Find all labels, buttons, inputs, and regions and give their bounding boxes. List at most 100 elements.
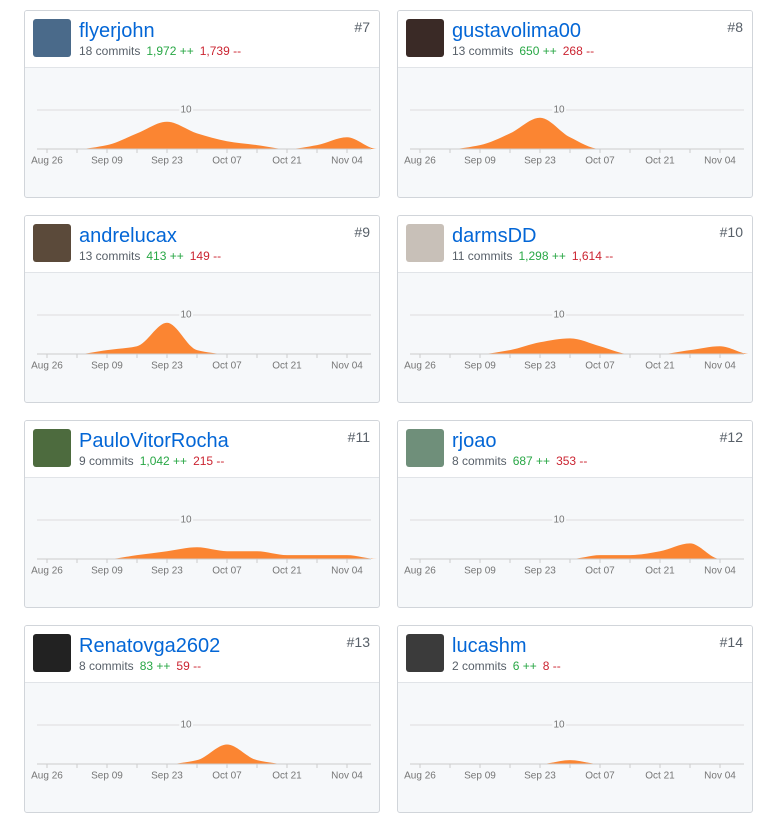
additions: 83 ++ xyxy=(139,659,171,673)
x-tick-label: Sep 09 xyxy=(464,156,496,167)
contributor-name[interactable]: flyerjohn xyxy=(79,20,155,42)
commit-count: 8 commits xyxy=(79,659,134,673)
x-tick-label: Aug 26 xyxy=(404,771,436,782)
x-tick-label: Sep 23 xyxy=(524,566,556,577)
x-tick-label: Oct 21 xyxy=(645,566,675,577)
contributor-card: 10 Aug 26 Sep 09 Sep 23 Oct 07 Oct 21 Nov 04 Pa… xyxy=(24,420,380,608)
commit-chart: 10 Aug 26 Sep 09 Sep 23 Oct 07 Oct 21 Nov 04 xyxy=(31,718,377,782)
commit-area xyxy=(47,121,377,149)
contributor-name[interactable]: PauloVitorRocha xyxy=(79,430,229,452)
rank: #10 xyxy=(719,224,743,240)
additions: 687 ++ xyxy=(512,454,551,468)
rank: #9 xyxy=(354,224,370,240)
commit-chart: 10 Aug 26 Sep 09 Sep 23 Oct 07 Oct 21 Nov 04 xyxy=(31,103,377,167)
deletions: 149 -- xyxy=(189,249,222,263)
card-header: gustavolima00 13 commits 650 ++ 268 -- #8 xyxy=(398,11,752,68)
commit-chart: 10 Aug 26 Sep 09 Sep 23 Oct 07 Oct 21 Nov 04 xyxy=(404,308,750,372)
contributor-name[interactable]: rjoao xyxy=(452,430,497,452)
x-tick-label: Oct 07 xyxy=(585,771,615,782)
x-tick-label: Aug 26 xyxy=(31,566,63,577)
y-tick-label: 10 xyxy=(180,515,192,526)
x-tick-label: Oct 07 xyxy=(585,361,615,372)
rank: #14 xyxy=(719,634,743,650)
commit-count: 8 commits xyxy=(452,454,507,468)
commit-stats: 9 commits 1,042 ++ 215 -- xyxy=(79,454,224,468)
commit-chart: 10 Aug 26 Sep 09 Sep 23 Oct 07 Oct 21 Nov 04 xyxy=(404,513,750,577)
x-tick-label: Oct 07 xyxy=(212,566,242,577)
commit-area xyxy=(47,547,377,559)
commit-stats: 13 commits 650 ++ 268 -- xyxy=(452,44,594,58)
x-tick-label: Sep 09 xyxy=(91,566,123,577)
avatar xyxy=(33,429,71,467)
commit-chart: 10 Aug 26 Sep 09 Sep 23 Oct 07 Oct 21 Nov 04 xyxy=(404,718,750,782)
commit-count: 2 commits xyxy=(452,659,507,673)
x-tick-label: Aug 26 xyxy=(404,361,436,372)
commit-area xyxy=(420,760,750,764)
x-tick-label: Oct 07 xyxy=(212,361,242,372)
y-tick-label: 10 xyxy=(553,105,565,116)
commit-count: 13 commits xyxy=(452,44,514,58)
additions: 1,298 ++ xyxy=(518,249,566,263)
commit-area xyxy=(47,744,377,764)
commit-area xyxy=(420,117,750,149)
contributor-name[interactable]: andrelucax xyxy=(79,225,177,247)
deletions: 1,739 -- xyxy=(199,44,242,58)
rank: #12 xyxy=(719,429,743,445)
x-tick-label: Aug 26 xyxy=(31,771,63,782)
x-tick-label: Sep 09 xyxy=(464,771,496,782)
x-tick-label: Sep 09 xyxy=(91,361,123,372)
contributor-card: 10 Aug 26 Sep 09 Sep 23 Oct 07 Oct 21 Nov 04 Re… xyxy=(24,625,380,813)
contributor-name[interactable]: gustavolima00 xyxy=(452,20,581,42)
x-tick-label: Aug 26 xyxy=(31,156,63,167)
x-tick-label: Sep 23 xyxy=(151,361,183,372)
contributor-name[interactable]: darmsDD xyxy=(452,225,537,247)
x-tick-label: Nov 04 xyxy=(331,566,363,577)
card-header: rjoao 8 commits 687 ++ 353 -- #12 xyxy=(398,421,752,478)
x-tick-label: Sep 23 xyxy=(151,566,183,577)
commit-stats: 11 commits 1,298 ++ 1,614 -- xyxy=(452,249,613,263)
contributor-card: 10 Aug 26 Sep 09 Sep 23 Oct 07 Oct 21 Nov 04 da… xyxy=(397,215,753,403)
contributor-name[interactable]: Renatovga2602 xyxy=(79,635,221,657)
avatar xyxy=(33,634,71,672)
commit-stats: 13 commits 413 ++ 149 -- xyxy=(79,249,221,263)
card-header: PauloVitorRocha 9 commits 1,042 ++ 215 -- #1… xyxy=(25,421,379,478)
contributor-card: 10 Aug 26 Sep 09 Sep 23 Oct 07 Oct 21 Nov 04 an… xyxy=(24,215,380,403)
y-tick-label: 10 xyxy=(553,720,565,731)
x-tick-label: Sep 23 xyxy=(151,156,183,167)
deletions: 268 -- xyxy=(562,44,595,58)
commit-chart: 10 Aug 26 Sep 09 Sep 23 Oct 07 Oct 21 Nov 04 xyxy=(31,308,377,372)
x-tick-label: Oct 07 xyxy=(585,566,615,577)
avatar xyxy=(406,224,444,262)
commit-stats: 8 commits 687 ++ 353 -- xyxy=(452,454,587,468)
commit-area xyxy=(47,322,377,354)
contributor-name[interactable]: lucashm xyxy=(452,635,527,657)
y-tick-label: 10 xyxy=(180,720,192,731)
x-tick-label: Oct 21 xyxy=(272,771,302,782)
x-tick-label: Sep 23 xyxy=(151,771,183,782)
avatar xyxy=(406,429,444,467)
x-tick-label: Oct 07 xyxy=(212,771,242,782)
additions: 6 ++ xyxy=(512,659,537,673)
additions: 650 ++ xyxy=(519,44,557,58)
x-tick-label: Oct 21 xyxy=(645,361,675,372)
x-tick-label: Oct 21 xyxy=(272,156,302,167)
commit-count: 18 commits xyxy=(79,44,141,58)
x-tick-label: Oct 21 xyxy=(272,361,302,372)
y-tick-label: 10 xyxy=(553,515,565,526)
contributor-card: 10 Aug 26 Sep 09 Sep 23 Oct 07 Oct 21 Nov 04 lu… xyxy=(397,625,753,813)
commit-stats: 8 commits 83 ++ 59 -- xyxy=(79,659,201,673)
x-tick-label: Aug 26 xyxy=(404,156,436,167)
avatar xyxy=(33,19,71,57)
deletions: 8 -- xyxy=(542,659,561,673)
commit-chart: 10 Aug 26 Sep 09 Sep 23 Oct 07 Oct 21 Nov 04 xyxy=(31,513,377,577)
rank: #13 xyxy=(346,634,370,650)
avatar xyxy=(33,224,71,262)
card-header: lucashm 2 commits 6 ++ 8 -- #14 xyxy=(398,626,752,683)
x-tick-label: Sep 23 xyxy=(524,771,556,782)
contributor-card: 10 Aug 26 Sep 09 Sep 23 Oct 07 Oct 21 Nov 04 gu… xyxy=(397,10,753,198)
commit-count: 11 commits xyxy=(452,249,513,263)
commit-stats: 2 commits 6 ++ 8 -- xyxy=(452,659,561,673)
commit-area xyxy=(420,543,750,559)
x-tick-label: Aug 26 xyxy=(31,361,63,372)
commit-stats: 18 commits 1,972 ++ 1,739 -- xyxy=(79,44,241,58)
